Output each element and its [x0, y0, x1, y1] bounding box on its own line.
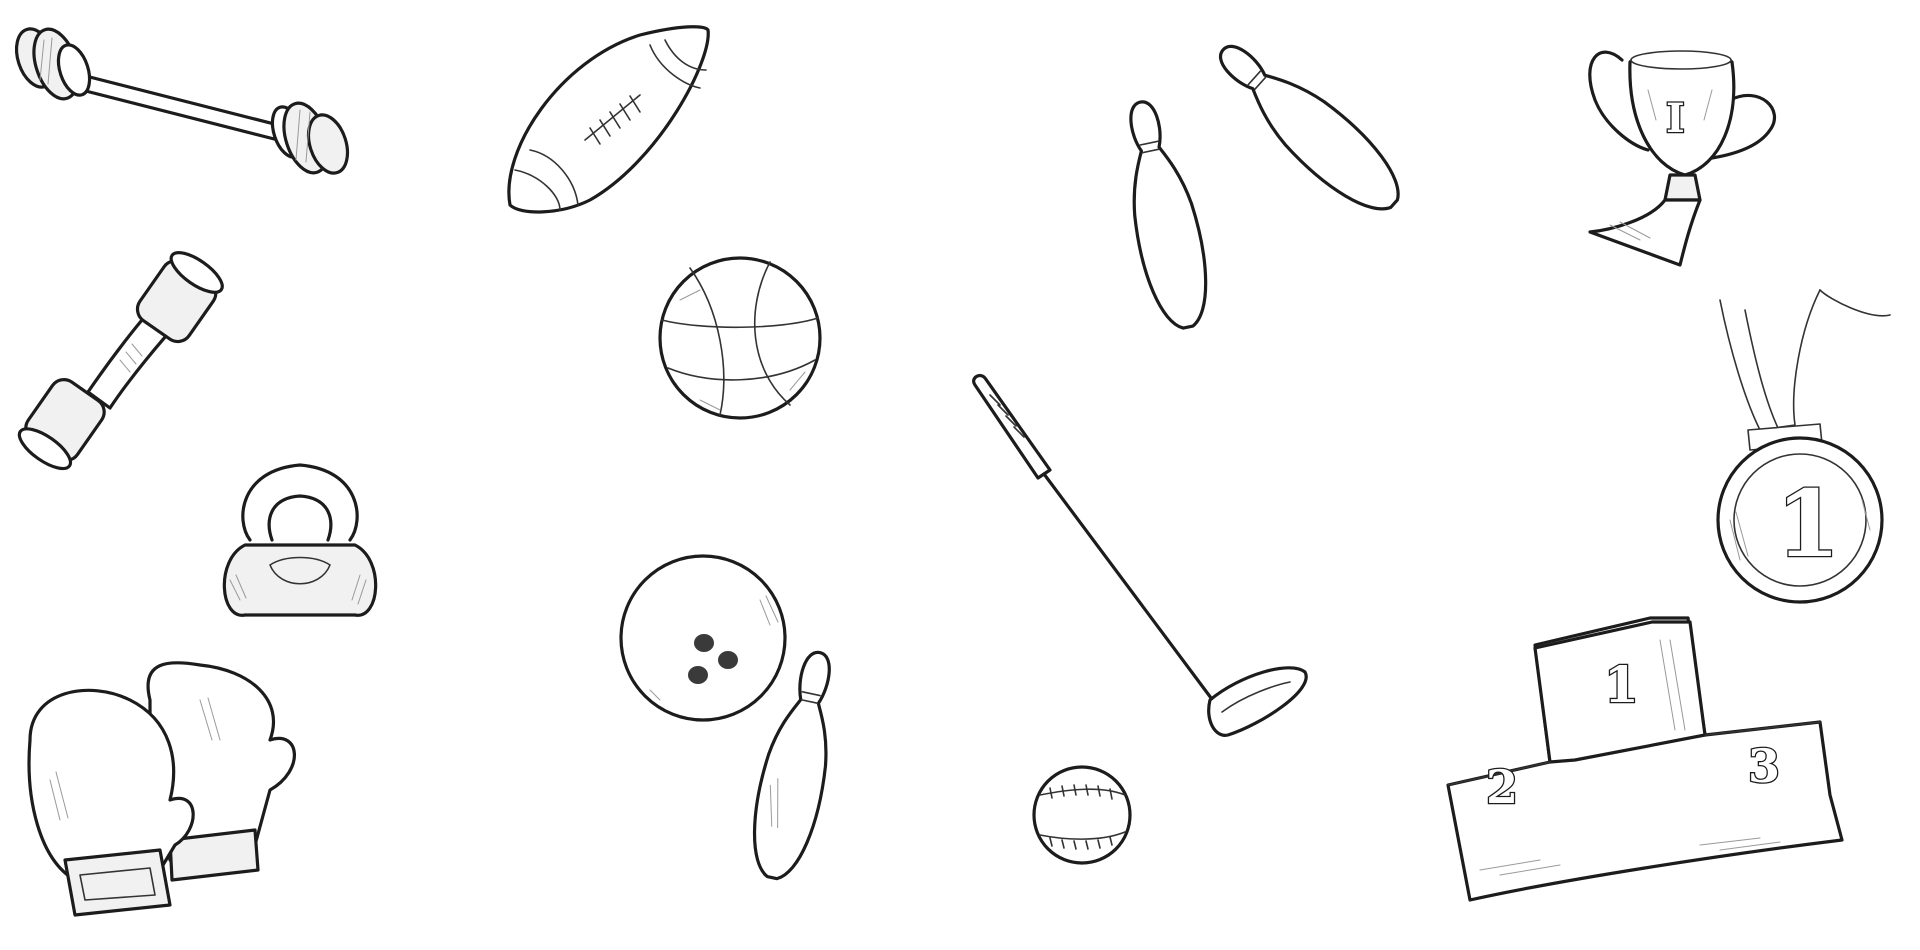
trophy-icon: I — [1588, 50, 1777, 267]
medal-icon: 1 — [1716, 289, 1891, 604]
trophy-numeral: I — [1666, 95, 1685, 142]
basketball-icon — [658, 256, 822, 420]
podium-second-label: 2 — [1486, 760, 1518, 814]
bowling-ball-icon — [619, 554, 787, 722]
podium-icon: 1 2 3 — [1446, 616, 1844, 902]
american-football-icon — [507, 25, 710, 214]
bowling-pins-pair-icon — [1129, 44, 1400, 330]
boxing-gloves-icon — [27, 661, 296, 917]
barbell-icon — [14, 27, 350, 175]
bowling-pin-icon — [752, 651, 831, 881]
podium-third-label: 3 — [1748, 739, 1780, 793]
medal-numeral: 1 — [1776, 470, 1840, 578]
kettlebell-icon — [222, 463, 378, 617]
podium-first-label: 1 — [1604, 655, 1639, 714]
baseball-icon — [1032, 765, 1132, 865]
golf-putter-icon — [972, 373, 1308, 737]
dumbbell-icon — [17, 251, 224, 471]
